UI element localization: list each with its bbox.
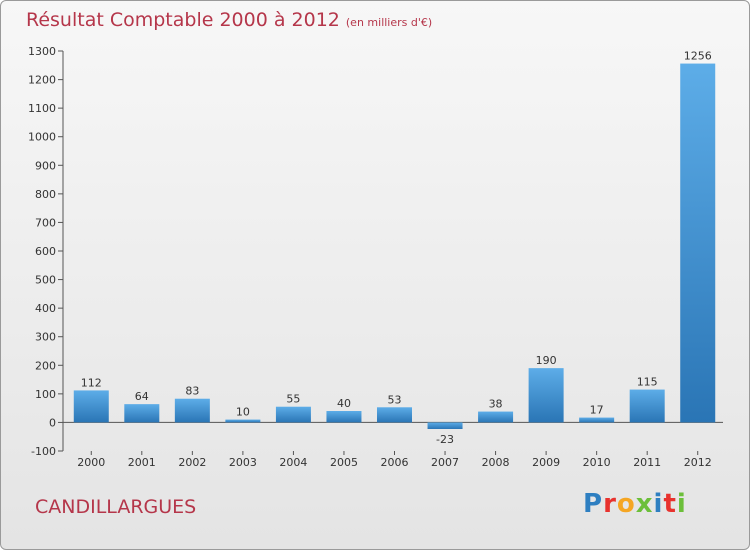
x-tick-label-2009: 2009 [532, 456, 560, 469]
y-tick-label: 200 [35, 359, 56, 372]
bar-2005 [326, 411, 362, 423]
y-tick-label: 900 [35, 159, 56, 172]
y-tick-label: 300 [35, 331, 56, 344]
data-label-2001: 64 [135, 390, 149, 403]
chart-title-line: Résultat Comptable 2000 à 2012 (en millie… [26, 9, 432, 31]
bar-2000 [73, 390, 109, 423]
y-tick-label: 400 [35, 302, 56, 315]
x-tick-label-2010: 2010 [583, 456, 611, 469]
bar-2006 [377, 407, 412, 423]
bar-2002 [174, 398, 210, 423]
x-tick-label-2000: 2000 [77, 456, 105, 469]
data-label-2011: 115 [637, 376, 658, 389]
y-tick-label: 1100 [28, 102, 56, 115]
data-label-2005: 40 [337, 397, 351, 410]
bar-2008 [478, 411, 514, 423]
logo-letter: r [603, 489, 617, 519]
bar-2009 [528, 368, 564, 423]
data-label-2012: 1256 [684, 50, 712, 63]
data-label-2010: 17 [590, 404, 604, 417]
bar-2004 [275, 406, 311, 423]
data-label-2003: 10 [236, 406, 250, 419]
chart-subtitle: (en milliers d'€) [345, 16, 433, 29]
x-tick-label-2011: 2011 [633, 456, 661, 469]
y-tick-label: 1200 [28, 74, 56, 87]
y-tick-label: 800 [35, 188, 56, 201]
x-tick-label-2012: 2012 [684, 456, 712, 469]
x-tick-label-2003: 2003 [229, 456, 257, 469]
y-tick-label: 1300 [28, 45, 56, 58]
x-tick-label-2006: 2006 [381, 456, 409, 469]
x-tick-label-2007: 2007 [431, 456, 459, 469]
y-tick-label: 0 [49, 416, 56, 429]
y-tick-label: 1000 [28, 131, 56, 144]
y-tick-label: 700 [35, 216, 56, 229]
bar-2001 [124, 404, 160, 423]
x-tick-label-2002: 2002 [178, 456, 206, 469]
commune-name: CANDILLARGUES [35, 496, 197, 518]
bars [73, 63, 716, 429]
logo-letter: t [663, 489, 677, 519]
data-labels: 112 64 83 10 55 40 53 -23 38 190 17 115 1256 [81, 50, 712, 446]
x-tick-label-2004: 2004 [279, 456, 307, 469]
data-label-2006: 53 [388, 393, 402, 406]
data-label-2004: 55 [286, 393, 300, 406]
bar-2010 [579, 417, 615, 423]
bar-2011 [629, 389, 665, 423]
logo-letter: P [583, 489, 604, 519]
data-label-2007: -23 [436, 433, 454, 446]
data-label-2000: 112 [81, 376, 102, 389]
proxiti-logo: Proxiti [583, 489, 687, 519]
y-tick-label: 600 [35, 245, 56, 258]
y-tick-label: 100 [35, 388, 56, 401]
y-tick-label: 500 [35, 274, 56, 287]
x-tick-label-2001: 2001 [128, 456, 156, 469]
data-label-2002: 83 [185, 385, 199, 398]
y-tick-label: -100 [31, 445, 56, 458]
bar-2003 [225, 419, 261, 423]
x-tick-label-2008: 2008 [482, 456, 510, 469]
data-label-2008: 38 [489, 398, 503, 411]
data-label-2009: 190 [536, 354, 557, 367]
logo-letter: x [635, 489, 654, 519]
bar-2012 [680, 63, 716, 423]
logo-letter: i [676, 489, 687, 519]
logo-letter: o [616, 489, 636, 519]
chart-title: Résultat Comptable 2000 à 2012 [26, 9, 340, 31]
bar-2007 [427, 422, 463, 429]
logo-letter: i [653, 489, 664, 519]
x-tick-label-2005: 2005 [330, 456, 358, 469]
bar-chart: -100 0 100 200 300 400 500 600 700 800 900 1000 1100… [28, 45, 723, 469]
